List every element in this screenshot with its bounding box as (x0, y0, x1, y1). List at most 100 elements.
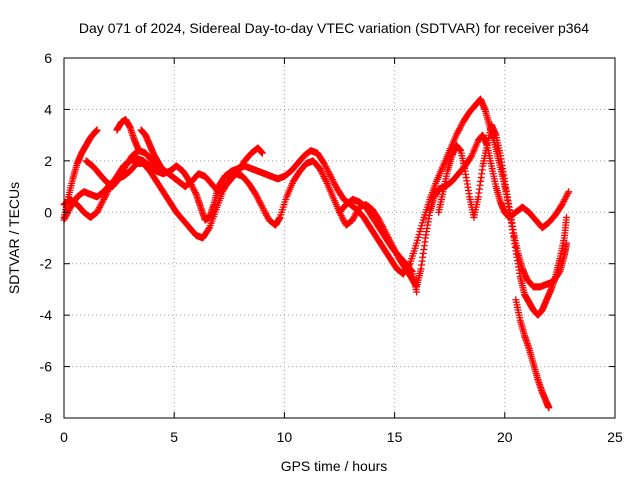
data-point (253, 194, 261, 201)
series-trace-i (512, 296, 553, 412)
plot-frame (63, 57, 616, 419)
data-point (63, 210, 71, 218)
data-point (100, 195, 108, 203)
data-point (352, 210, 360, 218)
data-point (453, 130, 461, 138)
x-tick-label: 5 (170, 429, 178, 445)
ticks: 0 5 10 15 20 25 -8 -6 -4 -2 0 2 4 6 (40, 50, 623, 445)
series-trace-h (435, 121, 571, 291)
data-point (323, 166, 331, 174)
data-point (332, 182, 340, 190)
data-point (117, 172, 125, 180)
data-points (60, 95, 573, 412)
data-point (350, 214, 358, 222)
x-tick-label: 20 (497, 429, 513, 445)
data-point (323, 164, 331, 172)
data-point (258, 149, 266, 157)
data-point (116, 173, 124, 181)
data-point (354, 206, 362, 214)
data-point (61, 214, 69, 222)
data-point (330, 179, 338, 187)
data-point (321, 174, 329, 182)
grid (64, 58, 615, 418)
data-point (455, 126, 463, 134)
data-point (456, 125, 464, 133)
data-point (317, 168, 325, 176)
x-tick-label: 0 (60, 429, 68, 445)
data-point (258, 203, 266, 211)
y-tick-label: -8 (40, 410, 53, 426)
data-point (457, 122, 465, 129)
data-point (561, 194, 569, 202)
data-point (120, 165, 128, 173)
data-point (159, 167, 167, 175)
data-point (565, 188, 573, 196)
data-point (561, 196, 569, 204)
data-point (205, 225, 213, 233)
x-tick-label: 25 (607, 429, 623, 445)
data-point (256, 198, 264, 206)
data-point (563, 191, 571, 199)
data-point (545, 404, 553, 412)
data-point (316, 165, 324, 173)
data-point (189, 184, 197, 192)
data-point (331, 180, 339, 188)
data-point (562, 193, 570, 201)
data-point (98, 199, 106, 207)
data-point (118, 168, 126, 176)
data-point (326, 171, 334, 179)
data-point (559, 199, 567, 207)
data-point (96, 203, 104, 211)
data-point (321, 176, 329, 184)
data-point (261, 208, 269, 216)
data-point (321, 161, 329, 169)
data-point (324, 167, 332, 175)
data-point (115, 175, 123, 183)
data-point (558, 201, 566, 209)
series-trace-a (60, 126, 101, 221)
data-point (190, 185, 198, 193)
data-point (563, 239, 571, 247)
data-point (328, 176, 336, 183)
data-point (254, 195, 262, 203)
data-point (118, 170, 126, 178)
data-point (325, 169, 333, 177)
data-point (93, 126, 101, 134)
data-point (328, 174, 336, 182)
data-point (467, 153, 475, 161)
data-point (327, 172, 335, 180)
data-point (257, 200, 265, 208)
y-tick-label: -2 (40, 256, 53, 272)
x-axis-label: GPS time / hours (281, 458, 388, 474)
data-point (555, 269, 563, 277)
data-point (322, 163, 330, 171)
data-point (353, 208, 361, 216)
y-tick-label: -4 (40, 307, 53, 323)
data-point (93, 208, 101, 216)
y-tick-label: 6 (44, 50, 52, 66)
series-trace-g (336, 195, 421, 296)
data-point (320, 159, 328, 167)
data-point (101, 192, 109, 200)
data-point (563, 213, 571, 221)
data-point (319, 171, 327, 179)
data-point (454, 128, 462, 136)
data-point (316, 166, 324, 174)
data-point (263, 213, 271, 221)
y-tick-label: 4 (44, 101, 52, 117)
data-point (258, 202, 266, 210)
data-point (407, 266, 415, 274)
data-point (191, 187, 199, 195)
data-point (97, 200, 105, 208)
data-point (339, 215, 347, 223)
data-point (262, 211, 270, 219)
data-point (350, 213, 358, 221)
data-point (338, 213, 346, 221)
data-point (260, 206, 268, 214)
data-point (318, 169, 326, 177)
y-axis-label: SDTVAR / TECUs (6, 182, 22, 294)
x-tick-label: 10 (277, 429, 293, 445)
y-tick-label: -6 (40, 359, 53, 375)
data-point (252, 190, 260, 198)
x-tick-label: 15 (387, 429, 403, 445)
